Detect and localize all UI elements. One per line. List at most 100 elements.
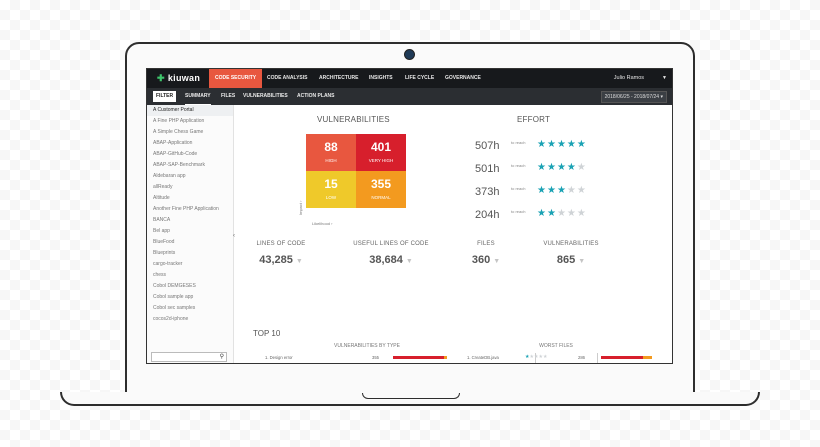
worst-file-count: 286 <box>578 355 585 360</box>
sidebar-item[interactable]: Cobol sample app <box>153 294 194 300</box>
by-type-title: VULNERABILITIES BY TYPE <box>334 343 400 349</box>
sidebar-item[interactable]: ABAP-Application <box>153 140 193 146</box>
worst-file-name: 1. CreateDB.java <box>467 355 499 360</box>
effort-hours: 501h <box>475 163 500 175</box>
tab-code-security[interactable]: CODE SECURITY <box>209 69 263 88</box>
effort-hours: 204h <box>475 209 500 221</box>
tab-summary[interactable]: SUMMARY <box>185 88 211 105</box>
sidebar-item[interactable]: Aldebaran app <box>153 173 186 179</box>
date-range-select[interactable]: 2018/06/25 - 2018/07/24 ▾ <box>600 91 667 103</box>
risk-cell-normal[interactable]: 355 NORMAL <box>356 171 406 208</box>
search-icon: ⚲ <box>219 354 224 360</box>
star-icon: ★ <box>556 162 567 173</box>
user-name: Julio Ramos <box>613 75 645 81</box>
risk-cell-value: 88 <box>324 140 338 154</box>
sidebar-item[interactable]: BlueFood <box>153 239 175 245</box>
effort-row: 507h to reach ★★★★★ <box>475 139 605 154</box>
worst-files-title: WORST FILES <box>539 343 573 349</box>
sidebar-item[interactable]: Another Fine PHP Application <box>153 206 219 212</box>
collapse-sidebar-icon[interactable]: ‹ <box>233 233 235 239</box>
star-icon: ★ <box>525 354 530 360</box>
sidebar-item[interactable]: A Simple Chess Game <box>153 129 204 135</box>
risk-cell-high[interactable]: 88 HIGH <box>306 134 356 171</box>
star-rating: ★★★★★ <box>525 354 547 360</box>
kiuwan-logo[interactable]: ✚ kiuwan <box>157 73 200 84</box>
sidebar-item[interactable]: BANCA <box>153 217 171 223</box>
bar-red <box>393 356 444 359</box>
sidebar-search-input[interactable]: ⚲ <box>151 352 227 362</box>
risk-cell-value: 401 <box>370 140 392 154</box>
sidebar-item[interactable]: cargo-tracker <box>153 261 183 267</box>
vulnerability-type-row[interactable]: 1. Design error 355 <box>265 355 465 363</box>
star-icon: ★ <box>576 162 587 173</box>
vulnerability-type-count: 355 <box>372 355 379 360</box>
tab-governance[interactable]: GOVERNANCE <box>445 75 481 81</box>
likelihood-label: Likelihood <box>312 221 331 226</box>
filter-button[interactable]: FILTER <box>153 91 177 102</box>
trend-down-icon: ▼ <box>405 258 413 265</box>
sidebar-item[interactable]: ABAP-GitHub-Code <box>153 151 198 157</box>
tab-insights[interactable]: INSIGHTS <box>369 75 393 81</box>
sidebar-item[interactable]: Bel app <box>153 228 170 234</box>
metric-value: 43,285 ▼ <box>231 254 331 266</box>
sidebar-item[interactable]: ABAP-SAP-Benchmark <box>153 162 205 168</box>
tab-action-plans[interactable]: ACTION PLANS <box>297 93 335 99</box>
trend-down-icon: ▼ <box>295 258 303 265</box>
risk-cell-label: LOW <box>325 195 337 200</box>
metric-number: 360 <box>471 254 491 266</box>
star-rating: ★★★★★ <box>537 185 587 196</box>
star-icon: ★ <box>566 185 577 196</box>
metric-label: LINES OF CODE <box>256 241 306 247</box>
metric-label: USEFUL LINES OF CODE <box>353 241 429 247</box>
application-list: A Customer Portal A Fine PHP Application A… <box>147 105 234 363</box>
chevron-down-icon: ▼ <box>662 75 667 81</box>
star-icon: ★ <box>537 185 547 196</box>
star-icon: ★ <box>566 139 577 150</box>
star-icon: ★ <box>556 185 567 196</box>
trend-down-icon: ▼ <box>493 258 501 265</box>
star-icon: ★ <box>537 162 547 173</box>
star-icon: ★ <box>546 208 557 219</box>
trend-down-icon: ▼ <box>578 258 586 265</box>
impact-label: Impact <box>298 202 303 215</box>
risk-cell-value: 355 <box>370 177 392 191</box>
tab-code-analysis[interactable]: CODE ANALYSIS <box>267 75 308 81</box>
metric-number: 38,684 <box>369 254 403 266</box>
chevron-down-icon: ▾ <box>660 94 663 100</box>
date-range-value: 2018/06/25 - 2018/07/24 <box>604 94 660 100</box>
worst-file-row[interactable]: 1. CreateDB.java ★★★★★ 286 <box>467 354 667 363</box>
risk-cell-low[interactable]: 15 LOW <box>306 171 356 208</box>
user-menu[interactable]: Julio Ramos ▼ <box>614 69 667 88</box>
app-screen: ✚ kiuwan CODE SECURITY CODE ANALYSIS ARCH… <box>146 68 673 364</box>
effort-row: 204h to reach ★★★★★ <box>475 208 605 223</box>
effort-row: 373h to reach ★★★★★ <box>475 185 605 200</box>
tab-architecture[interactable]: ARCHITECTURE <box>319 75 359 81</box>
risk-cell-label: HIGH <box>325 158 337 163</box>
star-icon: ★ <box>542 354 548 360</box>
sub-navigation: FILTER SUMMARY FILES VULNERABILITIES ACT… <box>147 88 672 105</box>
sidebar-item[interactable]: chess <box>153 272 167 278</box>
effort-title: EFFORT <box>517 115 551 124</box>
effort-row: 501h to reach ★★★★★ <box>475 162 605 177</box>
effort-hours: 373h <box>475 186 500 198</box>
metric-number: 865 <box>556 254 576 266</box>
sidebar-item[interactable]: Altitude <box>153 195 170 201</box>
risk-cell-label: NORMAL <box>371 195 391 200</box>
vulnerabilities-title: VULNERABILITIES <box>317 115 390 124</box>
bar-orange <box>444 356 447 359</box>
risk-cell-very-high[interactable]: 401 VERY HIGH <box>356 134 406 171</box>
sidebar-item[interactable]: Blueprints <box>153 250 176 256</box>
tab-life-cycle[interactable]: LIFE CYCLE <box>405 75 435 81</box>
tab-files[interactable]: FILES <box>221 93 236 99</box>
metric-value: 865 ▼ <box>521 254 621 266</box>
sidebar-item[interactable]: allReady <box>153 184 173 190</box>
sidebar-item[interactable]: A Customer Portal <box>147 105 233 116</box>
risk-cell-value: 15 <box>324 177 338 191</box>
star-icon: ★ <box>576 208 587 219</box>
sidebar-item[interactable]: cocos2d-iphone <box>153 316 189 322</box>
tab-vulnerabilities[interactable]: VULNERABILITIES <box>243 93 288 99</box>
sidebar-item[interactable]: A Fine PHP Application <box>153 118 205 124</box>
sidebar-item[interactable]: Cobol sec samples <box>153 305 196 311</box>
star-icon: ★ <box>546 185 557 196</box>
sidebar-item[interactable]: Cobol DEMGESES <box>153 283 196 289</box>
